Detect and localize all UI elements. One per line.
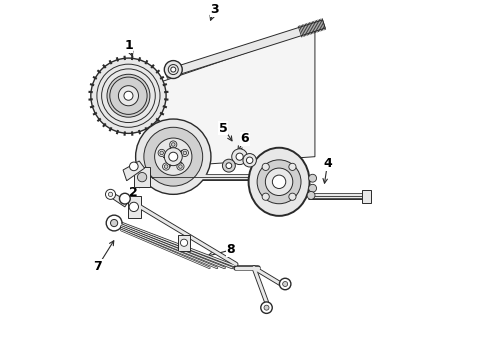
Polygon shape — [134, 167, 150, 187]
Circle shape — [144, 127, 203, 186]
Circle shape — [262, 193, 270, 200]
Circle shape — [164, 60, 182, 78]
Text: 3: 3 — [210, 3, 219, 16]
Circle shape — [279, 278, 291, 290]
Circle shape — [264, 305, 269, 310]
Circle shape — [97, 64, 160, 127]
Polygon shape — [165, 20, 325, 78]
Circle shape — [129, 202, 139, 212]
Circle shape — [108, 192, 113, 197]
Circle shape — [283, 282, 288, 287]
Circle shape — [243, 154, 256, 167]
Circle shape — [106, 215, 122, 231]
Circle shape — [171, 67, 176, 72]
Circle shape — [257, 160, 301, 204]
Circle shape — [168, 64, 178, 75]
Polygon shape — [109, 193, 128, 207]
Circle shape — [172, 143, 175, 146]
Text: 8: 8 — [226, 243, 235, 256]
Circle shape — [110, 77, 147, 114]
Circle shape — [137, 172, 147, 182]
Text: 4: 4 — [323, 157, 332, 170]
Circle shape — [226, 163, 232, 168]
Circle shape — [105, 189, 116, 199]
Text: 1: 1 — [124, 39, 133, 52]
Circle shape — [111, 220, 118, 226]
Circle shape — [91, 58, 166, 134]
Circle shape — [158, 149, 165, 157]
Circle shape — [289, 193, 296, 200]
Circle shape — [307, 192, 315, 199]
Polygon shape — [362, 190, 371, 203]
Circle shape — [155, 138, 192, 175]
Circle shape — [266, 168, 293, 195]
Circle shape — [120, 193, 130, 204]
Text: 7: 7 — [94, 260, 102, 273]
Circle shape — [163, 163, 170, 170]
Circle shape — [169, 152, 178, 161]
Circle shape — [129, 162, 138, 171]
Circle shape — [177, 163, 184, 170]
Circle shape — [183, 151, 187, 155]
Polygon shape — [177, 235, 191, 251]
Circle shape — [232, 149, 247, 165]
Circle shape — [272, 175, 286, 189]
Circle shape — [222, 159, 235, 172]
Text: 2: 2 — [129, 186, 138, 199]
Circle shape — [164, 148, 182, 166]
Polygon shape — [123, 161, 145, 181]
Circle shape — [107, 74, 150, 117]
Circle shape — [119, 86, 139, 106]
Circle shape — [262, 163, 270, 170]
Circle shape — [289, 163, 296, 170]
Circle shape — [309, 174, 317, 182]
Circle shape — [160, 151, 164, 155]
Circle shape — [309, 184, 317, 192]
Circle shape — [124, 91, 133, 100]
Circle shape — [180, 239, 188, 246]
Circle shape — [261, 302, 272, 314]
Circle shape — [164, 165, 168, 168]
Polygon shape — [157, 30, 315, 167]
Circle shape — [179, 165, 182, 168]
Circle shape — [101, 69, 155, 122]
Ellipse shape — [248, 148, 310, 216]
Circle shape — [236, 153, 243, 160]
Circle shape — [246, 157, 253, 163]
Circle shape — [136, 119, 211, 194]
Text: 6: 6 — [241, 132, 249, 145]
Circle shape — [181, 149, 189, 157]
Circle shape — [170, 141, 177, 148]
Polygon shape — [128, 196, 141, 218]
Text: 5: 5 — [219, 122, 228, 135]
